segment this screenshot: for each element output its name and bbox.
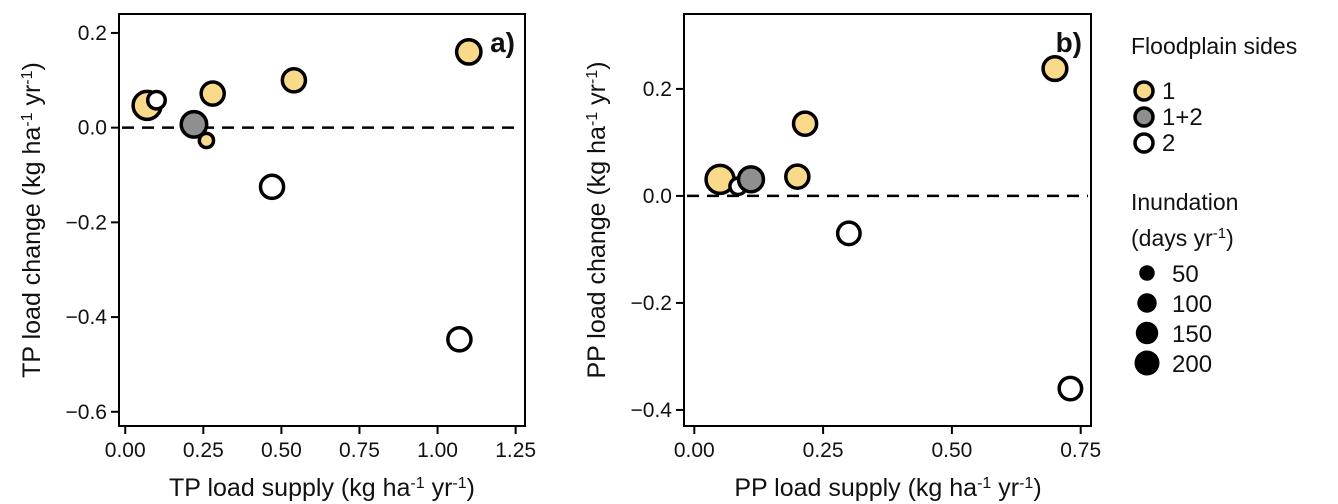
b-y-title-close: ) <box>583 61 611 69</box>
b-x-title-main: PP load supply (kg ha <box>734 474 977 502</box>
y-tick-label: 0.2 <box>78 22 107 45</box>
panel-a-x-axis: 0.00 0.25 0.50 0.75 1.00 1.25 <box>105 426 536 462</box>
data-point <box>1057 375 1084 402</box>
panel-b-x-axis: 0.00 0.25 0.50 0.75 <box>674 426 1101 462</box>
y-tick-label: 0.2 <box>643 78 672 101</box>
sup-minus-1: -1 <box>410 475 424 492</box>
inund-sub-close: ) <box>1226 225 1234 251</box>
y-title-yr: yr <box>18 85 46 113</box>
data-point <box>179 109 209 139</box>
y-tick-label: −0.4 <box>66 306 108 329</box>
legend-size-swatch <box>1134 350 1160 376</box>
x-tick-label: 0.50 <box>931 439 972 462</box>
panel-b-y-title: PP load change (kg ha-1 yr-1) <box>583 61 611 378</box>
legend-inundation-subtitle: (days yr-1) <box>1131 225 1234 252</box>
panel-b-frame <box>683 13 1092 427</box>
legend-side-swatch <box>1133 106 1155 128</box>
panel-b-points <box>704 54 1084 402</box>
y-title-close: ) <box>18 62 46 70</box>
data-point <box>791 110 819 137</box>
legend-inundation-title: Inundation <box>1131 189 1238 215</box>
x-tick-label: 0.25 <box>803 439 844 462</box>
legend-size-label: 100 <box>1172 291 1212 318</box>
data-point <box>1041 54 1069 83</box>
b-y-sup-2: -1 <box>584 70 601 84</box>
sup-minus-1b: -1 <box>452 475 466 492</box>
legend-size-label: 50 <box>1172 261 1199 288</box>
data-point <box>197 131 216 150</box>
legend-side-label: 2 <box>1162 130 1175 157</box>
panel-b: 0.00 0.25 0.50 0.75 0.2 0.0 −0.2 −0.4 b) PP lo… <box>583 13 1101 502</box>
panel-a: 0.00 0.25 0.50 0.75 1.00 1.25 0.2 0.0 −0.2 −0.4 −… <box>18 13 536 502</box>
panel-b-x-title: PP load supply (kg ha-1 yr-1) <box>734 474 1041 502</box>
x-tick-label: 0.25 <box>183 439 224 462</box>
y-tick-label: −0.2 <box>631 292 672 315</box>
legend-size-swatch <box>1139 265 1155 281</box>
panel-a-label: a) <box>490 27 515 58</box>
data-point <box>835 220 862 247</box>
data-point <box>736 165 766 194</box>
y-sup-2: -1 <box>19 70 36 84</box>
panel-a-x-title-main: TP load supply (kg ha <box>169 474 410 502</box>
panel-a-frame <box>118 13 526 427</box>
x-tick-label: 0.00 <box>674 439 715 462</box>
inund-sub-sup: -1 <box>1213 225 1226 242</box>
y-tick-label: −0.4 <box>631 399 673 422</box>
legend-side-swatch <box>1133 80 1155 102</box>
legend-size-swatch <box>1135 321 1159 345</box>
b-y-sup-1: -1 <box>584 112 601 126</box>
data-point <box>145 89 167 111</box>
legend-side-label: 1+2 <box>1162 104 1203 131</box>
data-point <box>446 326 473 353</box>
y-tick-label: 0.0 <box>78 117 107 140</box>
legend-size-swatch <box>1137 293 1157 313</box>
x-tick-label: 0.75 <box>1060 439 1101 462</box>
panel-a-y-title: TP load change (kg ha-1 yr-1) <box>18 62 46 378</box>
legend-sides: 11+22 <box>1133 78 1203 157</box>
b-y-title-yr: yr <box>583 84 611 112</box>
legend-size-label: 150 <box>1172 321 1212 348</box>
x-tick-label: 1.00 <box>417 439 458 462</box>
x-tick-label: 0.50 <box>261 439 302 462</box>
data-point <box>199 80 226 107</box>
x-title-yr: yr <box>425 474 453 502</box>
b-y-title-main: PP load change (kg ha <box>583 126 611 379</box>
panel-b-label: b) <box>1056 27 1082 58</box>
b-x-sup-1: -1 <box>977 475 991 492</box>
inund-sub-main: (days yr <box>1131 225 1213 251</box>
x-tick-label: 0.00 <box>105 439 146 462</box>
legend-side-swatch <box>1133 132 1155 154</box>
x-tick-label: 1.25 <box>495 439 536 462</box>
legend-size-label: 200 <box>1172 351 1212 378</box>
panel-a-points <box>131 37 483 353</box>
x-title-close: ) <box>467 474 475 502</box>
y-tick-label: −0.2 <box>66 211 107 234</box>
panel-a-y-axis: 0.2 0.0 −0.2 −0.4 −0.6 <box>66 22 119 424</box>
data-point <box>258 173 286 201</box>
legend-sides-title: Floodplain sides <box>1131 33 1297 59</box>
b-x-sup-2: -1 <box>1019 475 1033 492</box>
legend: Floodplain sides 11+22 Inundation (days … <box>1131 33 1297 378</box>
data-point <box>280 67 308 94</box>
b-x-title-yr: yr <box>991 474 1019 502</box>
data-point <box>454 37 483 66</box>
panel-b-y-axis: 0.2 0.0 −0.2 −0.4 <box>631 78 684 422</box>
legend-side-label: 1 <box>1162 78 1175 105</box>
panel-a-x-title: TP load supply (kg ha-1 yr-1) <box>169 474 475 502</box>
b-x-title-close: ) <box>1033 474 1041 502</box>
data-point <box>784 163 811 190</box>
x-tick-label: 0.75 <box>339 439 380 462</box>
y-tick-label: 0.0 <box>643 185 672 208</box>
legend-sizes: 50 100 150 200 <box>1134 261 1212 378</box>
y-tick-label: −0.6 <box>66 401 107 424</box>
y-sup-1: -1 <box>19 112 36 126</box>
y-title-main: TP load change (kg ha <box>18 127 46 378</box>
